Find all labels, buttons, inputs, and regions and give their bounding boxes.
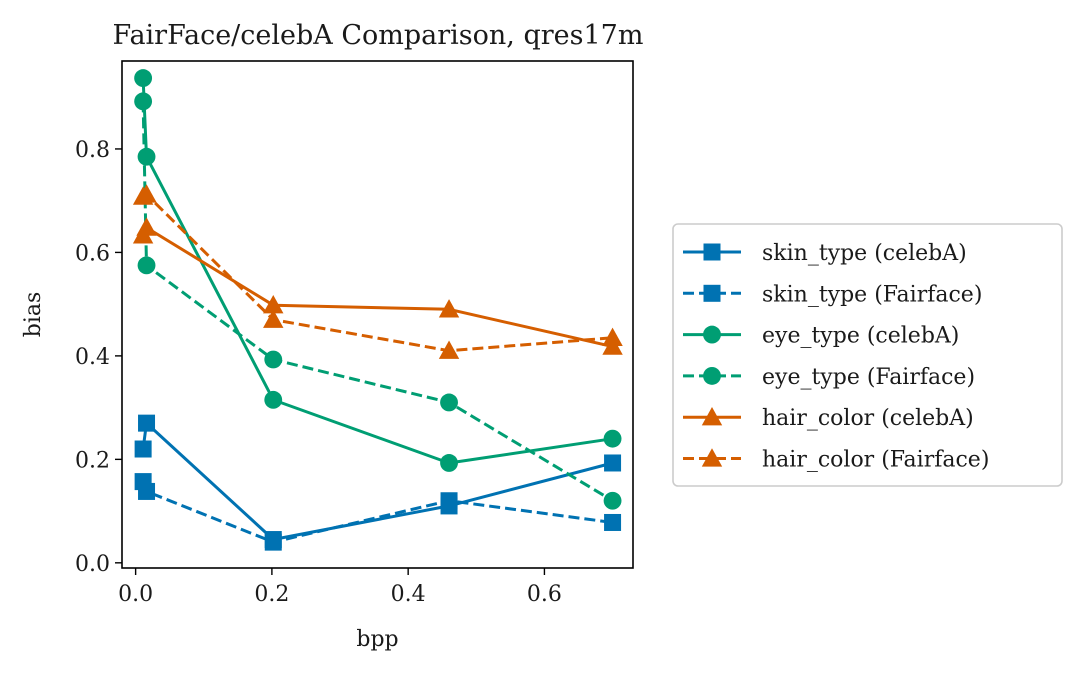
- data-point: [703, 325, 721, 344]
- legend-box: [672, 223, 1063, 487]
- data-point: [138, 482, 156, 500]
- legend-label: skin_type (celebA): [762, 241, 967, 266]
- legend-item: hair_color (Fairface): [683, 448, 989, 473]
- data-point: [136, 217, 157, 236]
- data-point: [603, 429, 622, 448]
- y-tick-label: 0.8: [75, 138, 110, 163]
- legend-item: hair_color (celebA): [683, 406, 974, 431]
- legend-item: eye_type (Fairface): [683, 365, 975, 390]
- data-point: [263, 309, 284, 328]
- data-point: [440, 393, 458, 412]
- y-tick-label: 0.6: [75, 241, 110, 266]
- legend-label: hair_color (Fairface): [762, 448, 989, 473]
- legend-item: eye_type (celebA): [683, 324, 959, 349]
- legend-label: skin_type (Fairface): [762, 282, 982, 307]
- data-point: [603, 491, 622, 510]
- data-point: [134, 69, 153, 87]
- plot-frame: [121, 60, 634, 569]
- x-tick-label: 0.2: [254, 582, 289, 607]
- data-point: [137, 256, 156, 275]
- data-point: [264, 390, 283, 409]
- x-tick-label: 0.4: [391, 582, 426, 607]
- y-tick-label: 0.0: [75, 552, 110, 577]
- data-point: [604, 513, 622, 531]
- series: [134, 414, 622, 549]
- data-point: [264, 533, 282, 551]
- data-point: [703, 366, 721, 385]
- data-point: [134, 92, 153, 111]
- series: [134, 473, 622, 551]
- data-point: [134, 440, 152, 458]
- series: [134, 69, 622, 472]
- data-point: [703, 243, 721, 261]
- data-point: [138, 414, 156, 432]
- data-point: [438, 340, 460, 359]
- y-tick-label: 0.4: [75, 345, 110, 370]
- legend-label: eye_type (celebA): [762, 324, 959, 349]
- series-line: [141, 101, 614, 502]
- series-line: [141, 78, 613, 465]
- data-point: [440, 454, 458, 472]
- plot-area: [132, 69, 623, 551]
- data-point: [701, 448, 723, 467]
- data-point: [604, 454, 622, 472]
- series: [132, 184, 623, 359]
- data-point: [136, 184, 157, 203]
- legend-label: eye_type (Fairface): [762, 365, 975, 390]
- data-point: [263, 294, 284, 314]
- series-line: [142, 193, 613, 353]
- x-tick-label: 0.0: [118, 582, 153, 607]
- y-axis-title: bias: [21, 292, 46, 338]
- x-tick-label: 0.6: [527, 582, 562, 607]
- data-point: [602, 327, 623, 346]
- data-point: [701, 407, 723, 426]
- legend-item: skin_type (celebA): [683, 241, 967, 266]
- data-point: [440, 492, 458, 510]
- data-point: [703, 284, 721, 302]
- x-axis-title: bpp: [356, 627, 398, 652]
- series: [132, 217, 623, 355]
- series-line: [141, 481, 613, 544]
- chart-title: FairFace/celebA Comparison, qres17m: [113, 20, 644, 51]
- legend-item: skin_type (Fairface): [683, 282, 982, 307]
- data-point: [264, 350, 283, 369]
- data-point: [137, 147, 156, 166]
- y-tick-label: 0.2: [75, 448, 110, 473]
- legend-label: hair_color (celebA): [762, 406, 974, 431]
- legend: skin_type (celebA) skin_type (Fairface) ey…: [672, 223, 1063, 487]
- axis-ticks: 0.0 0.2 0.4 0.6 0.0 0.2 0.4 0.6 0.8: [75, 138, 562, 607]
- data-point: [438, 299, 460, 318]
- series: [134, 92, 622, 510]
- series-line: [141, 421, 613, 541]
